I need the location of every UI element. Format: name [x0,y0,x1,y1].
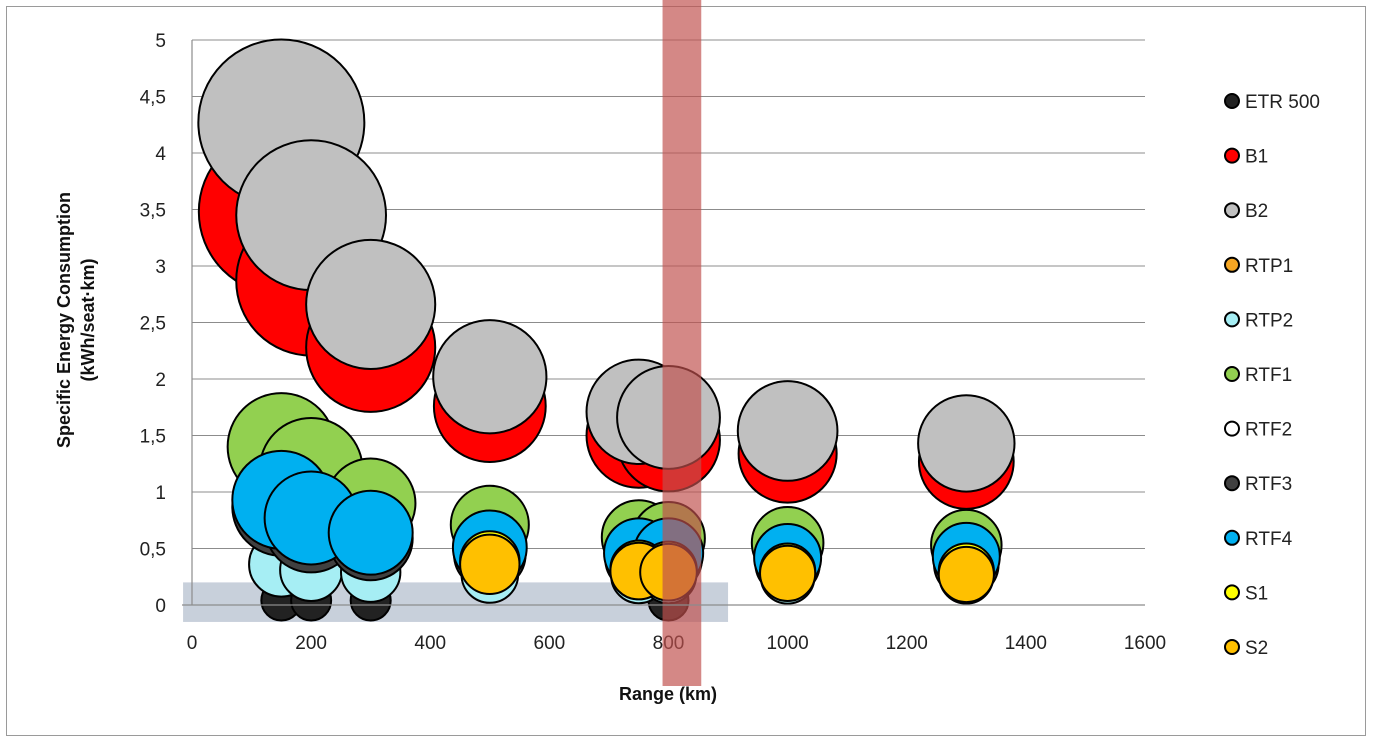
y-axis-title-line1: Specific Energy Consumption [54,192,74,448]
legend-label: RTF1 [1245,365,1292,386]
bubble-point [327,489,414,576]
y-tick-label: 3 [155,257,166,278]
legend-item: S1 [1224,583,1268,604]
bubble-point [305,238,437,370]
x-tick-label: 400 [414,633,446,654]
legend-marker [1224,256,1240,273]
legend-item: ETR 500 [1224,92,1320,113]
y-tick-label: 1,5 [140,427,166,448]
bubble-point [459,533,521,596]
legend-label: RTP1 [1245,256,1293,277]
bubble-point [759,544,817,602]
legend-item: B1 [1224,147,1268,168]
legend-marker [1224,311,1240,328]
y-tick-labels: 0 0,5 1 1,5 2 2,5 3 3,5 4 4,5 5 [140,31,167,617]
x-tick-label: 1000 [766,633,808,654]
legend-label: B1 [1245,147,1268,168]
bubble-point [917,394,1016,493]
legend-item: S2 [1224,638,1268,659]
bubble-point [432,319,548,435]
x-tick-label: 1400 [1005,633,1047,654]
legend-marker [1224,420,1240,437]
legend-marker [1224,366,1240,382]
x-tick-labels: 02004006008001000120014001600 [187,633,1166,654]
x-tick-label: 200 [295,633,327,654]
bubble-point [937,545,995,604]
legend-item: B2 [1224,201,1268,222]
y-tick-label: 2,5 [140,314,166,335]
y-tick-label: 2 [155,370,166,391]
legend-item: RTP2 [1224,310,1293,331]
legend-marker [1224,202,1240,219]
x-axis-title: Range (km) [619,684,717,704]
legend-item: RTP1 [1224,256,1293,277]
x-tick-label: 1200 [886,633,928,654]
legend-item: RTF2 [1224,420,1292,441]
legend-marker [1224,584,1240,601]
legend-label: S1 [1245,583,1268,604]
highlight-band-vertical [662,0,702,686]
bubble-point [736,380,839,482]
legend-marker [1224,475,1240,492]
legend-label: B2 [1245,201,1268,222]
legend-label: RTF2 [1245,420,1292,441]
y-axis-title-line2: (kWh/seat·km) [78,258,98,381]
y-axis-title: Specific Energy Consumption (kWh/seat·km… [54,192,98,448]
vertical-highlight-band [662,0,702,686]
legend: ETR 500 B1 B2 RTP1 RTP2 RTF1 RTF2 RTF3 RTF4 S1 S2 [1224,92,1320,659]
legend-marker [1224,529,1240,546]
y-tick-label: 5 [155,31,166,52]
legend-marker [1224,639,1240,655]
x-tick-label: 1600 [1124,633,1166,654]
legend-label: RTP2 [1245,310,1293,331]
legend-label: S2 [1245,638,1268,659]
bubble-series-layer [197,38,1016,622]
legend-marker [1224,93,1240,109]
y-tick-label: 0 [155,596,166,617]
y-tick-label: 1 [155,483,166,504]
y-tick-label: 3,5 [140,201,166,222]
legend-label: RTF4 [1245,529,1293,550]
y-tick-label: 0,5 [140,540,166,561]
x-tick-label: 0 [187,633,198,654]
legend-item: RTF4 [1224,529,1293,550]
legend-label: RTF3 [1245,474,1292,495]
axes [182,40,1145,606]
legend-label: ETR 500 [1245,92,1320,113]
y-tick-label: 4,5 [140,88,166,109]
y-tick-label: 4 [155,144,166,165]
legend-item: RTF1 [1224,365,1292,386]
x-tick-label: 600 [534,633,566,654]
series-s2 [459,533,995,604]
legend-item: RTF3 [1224,474,1292,495]
legend-marker [1224,147,1240,164]
